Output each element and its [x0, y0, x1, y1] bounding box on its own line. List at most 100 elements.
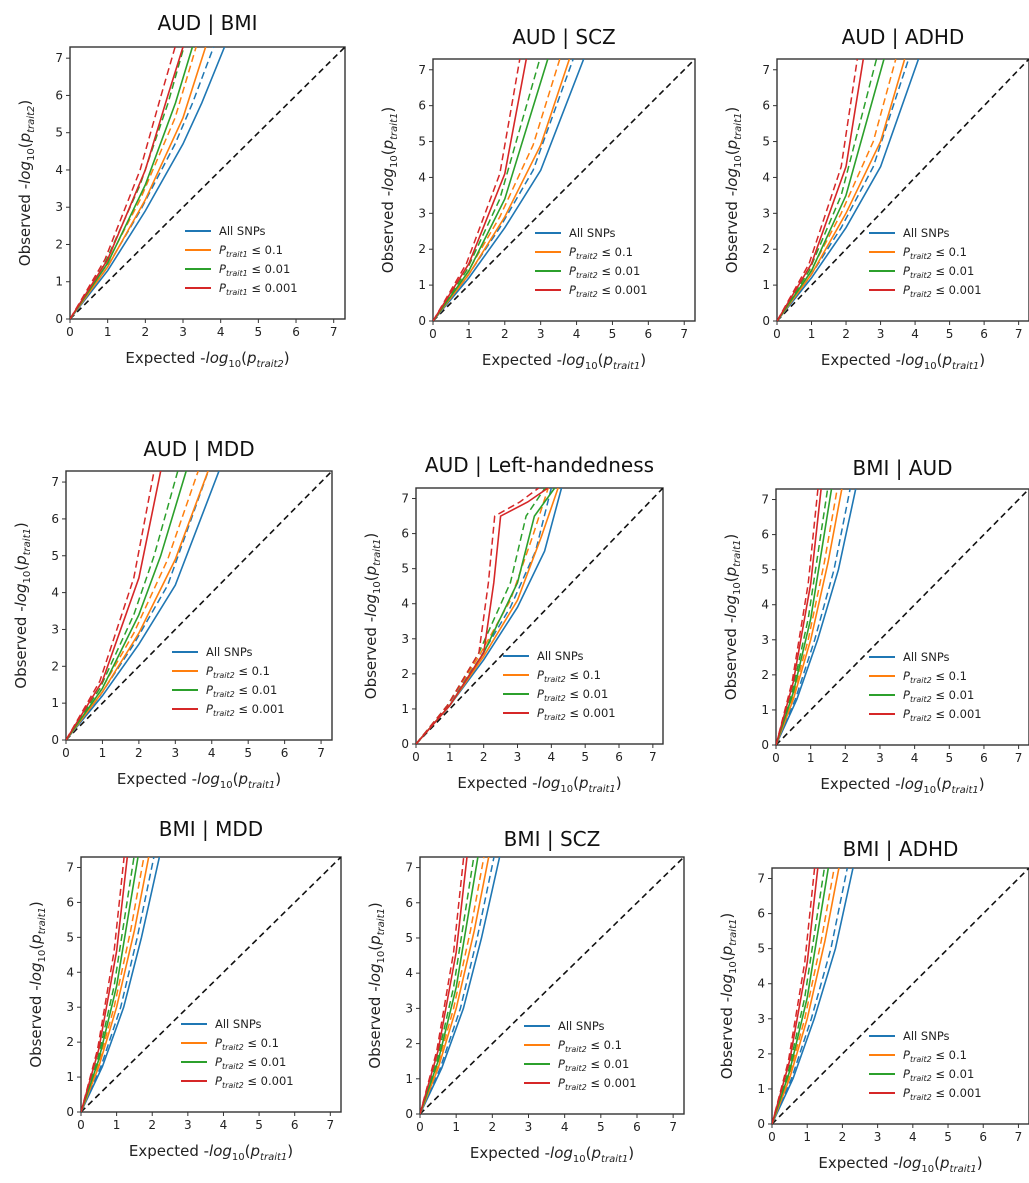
x-tick-label: 4	[220, 1118, 228, 1132]
y-tick-label: 6	[405, 896, 413, 910]
x-tick-label: 5	[946, 327, 954, 341]
y-tick-label: 5	[66, 930, 74, 944]
y-tick-label: 3	[418, 206, 426, 220]
legend: All SNPs Ptrait1 ≤ 0.1 Ptrait1 ≤ 0.01 Ptrai…	[185, 224, 298, 297]
series-line	[416, 488, 549, 744]
x-tick-label: 4	[911, 327, 919, 341]
x-tick-label: 2	[842, 327, 850, 341]
y-tick-label: 6	[761, 528, 769, 542]
y-tick-label: 2	[51, 659, 59, 673]
y-tick-label: 5	[401, 562, 409, 576]
legend-label: Ptrait2 ≤ 0.01	[537, 687, 608, 703]
y-axis-label: Observed -log10(ptrait1)	[722, 534, 743, 700]
x-axis-label: Expected -log10(ptrait1)	[457, 774, 621, 795]
x-tick-label: 3	[525, 1120, 533, 1134]
plot-frame	[415, 487, 664, 745]
legend-label: Ptrait1 ≤ 0.01	[219, 262, 290, 278]
series-line	[416, 488, 556, 744]
x-tick-label: 4	[573, 327, 581, 341]
legend-label: Ptrait2 ≤ 0.001	[215, 1074, 294, 1090]
x-tick-label: 6	[615, 750, 623, 764]
x-tick-label: 3	[171, 746, 179, 760]
x-tick-label: 1	[465, 327, 473, 341]
legend-label: All SNPs	[903, 1029, 950, 1043]
panel-title: AUD | Left-handedness	[425, 453, 654, 477]
legend-label: Ptrait2 ≤ 0.1	[903, 669, 967, 685]
y-tick-label: 5	[405, 931, 413, 945]
series-dashed-line	[777, 59, 859, 321]
y-tick-label: 4	[55, 163, 63, 177]
x-tick-label: 5	[944, 1130, 952, 1144]
y-tick-label: 4	[401, 597, 409, 611]
legend-label: Ptrait2 ≤ 0.1	[215, 1036, 279, 1052]
y-tick-label: 2	[66, 1035, 74, 1049]
x-axis-label: Expected -log10(ptrait1)	[820, 775, 984, 796]
legend-label: Ptrait1 ≤ 0.001	[219, 281, 298, 297]
series-line	[66, 471, 187, 740]
plot-frame	[771, 867, 1029, 1125]
series-line	[81, 857, 161, 1112]
legend-label: Ptrait2 ≤ 0.01	[215, 1055, 286, 1071]
legend-label: All SNPs	[558, 1019, 605, 1033]
legend-label: All SNPs	[537, 649, 584, 663]
series-line	[776, 489, 857, 745]
y-tick-label: 1	[51, 696, 59, 710]
series-line	[433, 59, 571, 321]
legend-label: Ptrait2 ≤ 0.1	[903, 1048, 967, 1064]
qq-panel: AUD | MDD 0 1 2 3 4 5 6 7 0 1 2 3 4 5 6 7 Expected -log10…	[12, 437, 333, 791]
series-dashed-line	[420, 857, 465, 1114]
series-line	[433, 59, 528, 321]
series-dashed-line	[66, 471, 210, 740]
null-diagonal-line	[772, 868, 1029, 1124]
series-line	[66, 471, 162, 740]
x-tick-label: 0	[66, 325, 74, 339]
series-dashed-line	[70, 47, 185, 319]
x-tick-label: 5	[255, 1118, 263, 1132]
legend-label: All SNPs	[569, 226, 616, 240]
legend: All SNPs Ptrait2 ≤ 0.1 Ptrait2 ≤ 0.01 Ptrai…	[181, 1017, 294, 1090]
y-tick-label: 7	[55, 51, 63, 65]
y-tick-label: 6	[418, 99, 426, 113]
series-line	[70, 47, 194, 319]
panel-title: BMI | SCZ	[504, 827, 601, 851]
x-tick-label: 1	[803, 1130, 811, 1144]
x-tick-label: 5	[609, 327, 617, 341]
panel-title: AUD | MDD	[143, 437, 254, 461]
series-dashed-line	[66, 471, 199, 740]
x-tick-label: 2	[501, 327, 509, 341]
y-tick-label: 0	[401, 737, 409, 751]
y-axis-label: Observed -log10(ptrait1)	[718, 913, 739, 1079]
series-dashed-line	[433, 59, 541, 321]
legend: All SNPs Ptrait2 ≤ 0.1 Ptrait2 ≤ 0.01 Ptrai…	[869, 1029, 982, 1102]
x-tick-label: 0	[772, 751, 780, 765]
series-dashed-line	[70, 47, 197, 319]
y-tick-label: 6	[757, 907, 765, 921]
x-tick-label: 4	[217, 325, 225, 339]
y-tick-label: 1	[762, 278, 770, 292]
series-dashed-line	[416, 488, 549, 744]
legend-label: Ptrait2 ≤ 0.1	[558, 1038, 622, 1054]
series-dashed-line	[81, 857, 155, 1112]
x-tick-label: 7	[1015, 751, 1023, 765]
x-tick-label: 7	[317, 746, 325, 760]
qq-panel: BMI | SCZ 0 1 2 3 4 5 6 7 0 1 2 3 4 5 6 7 Expected -log10…	[366, 827, 685, 1165]
y-tick-label: 7	[401, 492, 409, 506]
panel-title: BMI | ADHD	[843, 837, 959, 861]
y-axis-label: Observed -log10(ptrait1)	[362, 533, 383, 699]
plot-frame	[69, 46, 346, 320]
y-tick-label: 2	[401, 667, 409, 681]
series-dashed-line	[433, 59, 521, 321]
series-dashed-line	[420, 857, 485, 1114]
y-tick-label: 0	[757, 1117, 765, 1131]
x-tick-label: 6	[645, 327, 653, 341]
y-tick-label: 7	[757, 872, 765, 886]
series-dashed-line	[420, 857, 475, 1114]
x-tick-label: 7	[1015, 327, 1023, 341]
series-dashed-line	[416, 488, 546, 744]
qq-panel: AUD | BMI 0 1 2 3 4 5 6 7 0 1 2 3 4 5 6 7 Expected -log10…	[16, 11, 346, 370]
x-tick-label: 2	[135, 746, 143, 760]
series-line	[777, 59, 920, 321]
y-tick-label: 6	[762, 99, 770, 113]
series-line	[776, 489, 822, 745]
